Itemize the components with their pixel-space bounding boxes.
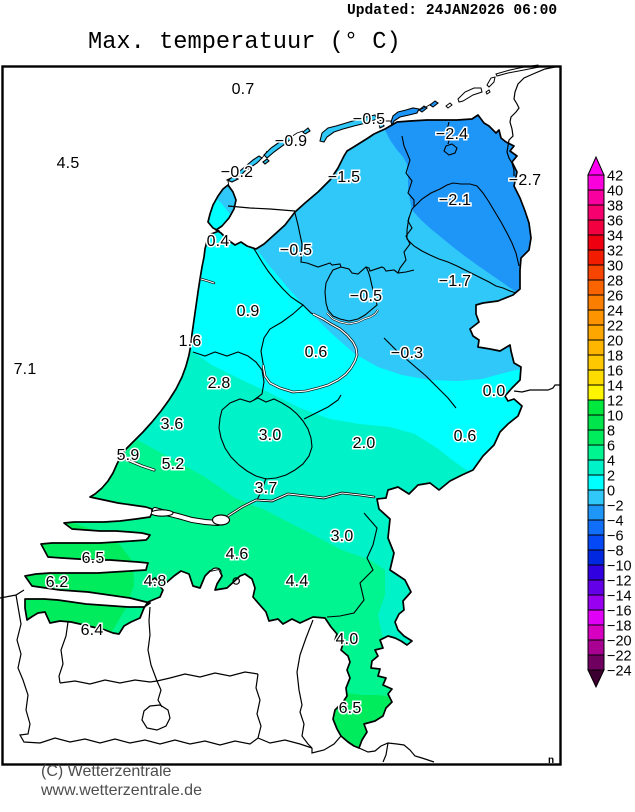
svg-text:−20: −20 [607,634,632,650]
svg-text:5.9: 5.9 [117,447,140,464]
svg-text:8: 8 [607,424,615,440]
svg-text:−2.7: −2.7 [509,172,541,189]
svg-text:40: 40 [607,184,623,200]
svg-text:7.1: 7.1 [14,361,37,378]
svg-text:34: 34 [607,229,623,245]
svg-text:2: 2 [607,469,615,485]
svg-text:6.5: 6.5 [339,700,362,717]
svg-text:−14: −14 [607,589,632,605]
svg-text:−12: −12 [607,574,632,590]
svg-text:4: 4 [607,454,615,470]
svg-text:4.0: 4.0 [336,631,359,648]
svg-text:4.8: 4.8 [144,573,167,590]
svg-text:5.2: 5.2 [162,456,185,473]
svg-text:−6: −6 [607,529,624,545]
svg-text:−22: −22 [607,649,632,665]
svg-text:−0.5: −0.5 [350,288,382,305]
svg-text:−18: −18 [607,619,632,635]
svg-text:10: 10 [607,409,623,425]
svg-text:−1.5: −1.5 [328,169,360,186]
svg-text:3.7: 3.7 [255,480,278,497]
svg-text:−0.5: −0.5 [353,111,385,128]
svg-text:42: 42 [607,169,623,185]
svg-text:0: 0 [607,484,615,500]
svg-text:0.6: 0.6 [454,428,477,445]
svg-text:18: 18 [607,349,623,365]
svg-text:12: 12 [607,394,623,410]
svg-text:38: 38 [607,199,623,215]
svg-text:0.7: 0.7 [232,81,255,98]
svg-text:0.6: 0.6 [305,344,328,361]
svg-text:(C) Wetterzentrale: (C) Wetterzentrale [41,763,172,780]
svg-text:−0.5: −0.5 [280,242,312,259]
svg-text:−10: −10 [607,559,632,575]
svg-text:−16: −16 [607,604,632,620]
svg-text:3.0: 3.0 [259,427,282,444]
svg-text:3.6: 3.6 [161,416,184,433]
svg-text:−0.9: −0.9 [275,133,307,150]
svg-text:4.5: 4.5 [57,155,80,172]
svg-text:6.2: 6.2 [46,574,69,591]
svg-text:0.4: 0.4 [207,233,230,250]
svg-text:3.0: 3.0 [331,528,354,545]
svg-text:Updated: 24JAN2026 06:00: Updated: 24JAN2026 06:00 [347,3,557,19]
svg-text:30: 30 [607,259,623,275]
svg-text:0.0: 0.0 [483,383,506,400]
svg-text:−2.4: −2.4 [436,126,468,143]
svg-text:−2: −2 [607,499,624,515]
svg-text:−1.7: −1.7 [439,273,471,290]
svg-text:www.wetterzentrale.de: www.wetterzentrale.de [40,782,202,799]
svg-text:16: 16 [607,364,623,380]
svg-text:−2.1: −2.1 [439,192,471,209]
svg-text:−24: −24 [607,664,632,680]
svg-text:Max. temperatuur (° C): Max. temperatuur (° C) [88,29,401,56]
svg-text:28: 28 [607,274,623,290]
svg-text:1.6: 1.6 [179,333,202,350]
svg-text:22: 22 [607,319,623,335]
svg-text:6.5: 6.5 [82,550,105,567]
svg-text:24: 24 [607,304,623,320]
svg-text:−0.2: −0.2 [221,164,253,181]
svg-text:−4: −4 [607,514,624,530]
svg-text:32: 32 [607,244,623,260]
svg-text:2.0: 2.0 [353,435,376,452]
svg-text:4.4: 4.4 [286,573,309,590]
svg-text:20: 20 [607,334,623,350]
svg-text:n: n [548,755,554,766]
svg-text:−0.3: −0.3 [391,345,423,362]
svg-text:36: 36 [607,214,623,230]
svg-text:6: 6 [607,439,615,455]
svg-text:−8: −8 [607,544,624,560]
svg-text:6.4: 6.4 [81,622,104,639]
svg-text:0.9: 0.9 [237,303,260,320]
svg-text:26: 26 [607,289,623,305]
svg-text:14: 14 [607,379,623,395]
svg-text:2.8: 2.8 [208,375,231,392]
svg-text:4.6: 4.6 [226,546,249,563]
